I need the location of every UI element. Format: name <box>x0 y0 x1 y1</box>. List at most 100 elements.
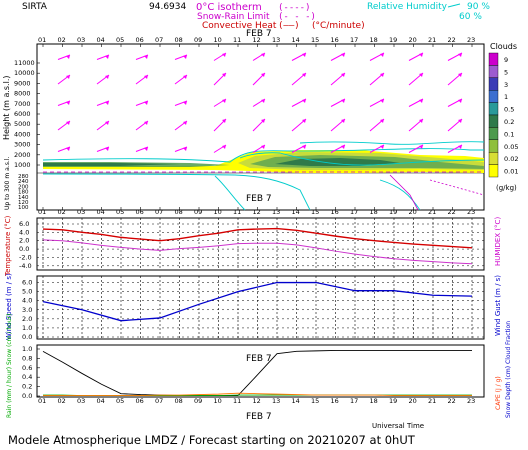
hour-label-top: 23 <box>467 36 475 44</box>
hour-label-mid: 10 <box>214 208 222 216</box>
hour-label-mid: 23 <box>467 208 475 216</box>
hour-label-top: 06 <box>136 36 144 44</box>
hour-label-mid: 05 <box>116 208 124 216</box>
hour-label-mid: 17 <box>350 208 358 216</box>
panel-height: 01 02 03 04 05 06 07 08 09 10 11 12 13 14 15 16 17 18 19 20… <box>2 36 518 216</box>
panel-wind: 6.05.04.03.02.01.00.0 Wind Speed (m / s)… <box>5 273 502 341</box>
cloud-band-darkgreen <box>275 158 400 166</box>
station-name: SIRTA <box>22 2 48 12</box>
wind-tick: 6.0 <box>22 279 32 287</box>
panel-temperature-ylabel: Temperature (°C) <box>4 215 12 277</box>
hour-label-bottom: 15 <box>311 397 319 405</box>
wind-arrowhead <box>380 145 384 149</box>
wind-arrowhead <box>144 55 148 59</box>
hour-label-mid: 01 <box>38 208 46 216</box>
rh-contour-2 <box>42 173 311 211</box>
colorbar-swatch <box>488 77 499 91</box>
wind-tick: 3.0 <box>22 306 32 314</box>
hour-label-bottom: 06 <box>136 397 144 405</box>
panel-wind-ylabel-right: Wind Gust (m / s) <box>494 275 502 336</box>
hour-label-mid: 03 <box>77 208 85 216</box>
date-label-bottom: FEB 7 <box>246 412 272 422</box>
rh-contour-3 <box>214 175 246 211</box>
legend-snowrain-sym: (- - -) <box>278 12 316 22</box>
wind-arrowhead <box>183 101 187 105</box>
wind-tick: 5.0 <box>22 288 32 296</box>
colorbar-swatch <box>488 114 499 128</box>
hour-label-bottom: 05 <box>116 397 124 405</box>
panel-rain-ylabel-right-2: Snow Depth (cm) Cloud Fraction <box>505 321 512 418</box>
hour-label-bottom: 18 <box>370 397 378 405</box>
rh-contour-1 <box>42 148 484 163</box>
hour-label-mid: 02 <box>58 208 66 216</box>
colorbar-level: 0.05 <box>504 143 518 151</box>
legend-convective-unit: (°C/minute) <box>312 21 365 31</box>
hour-label-mid: 12 <box>253 208 261 216</box>
wind-arrowhead <box>458 73 462 77</box>
hour-label-top: 15 <box>311 36 319 44</box>
rh-contour-4 <box>239 152 485 166</box>
wind-arrowhead <box>419 53 423 57</box>
hour-label-bottom: 21 <box>428 397 436 405</box>
date-label-2: FEB 7 <box>246 194 272 204</box>
wind-arrowhead <box>222 53 226 57</box>
height-tick: 6000 <box>14 110 31 118</box>
temperature-tick: -4.0 <box>19 262 32 270</box>
panel-temperature-frame <box>36 217 485 271</box>
hour-label-mid: 16 <box>331 208 339 216</box>
height-tick: 8000 <box>14 90 31 98</box>
hour-label-mid: 09 <box>194 208 202 216</box>
wind-arrows <box>57 52 463 153</box>
wind-arrowhead <box>144 121 148 125</box>
height-tick: 11000 <box>14 59 35 67</box>
hour-label-bottom: 09 <box>194 397 202 405</box>
wind-tick: 2.0 <box>22 315 32 323</box>
cloud-layer <box>43 150 484 173</box>
rh-contours <box>42 141 485 211</box>
rh-line-90 <box>447 3 461 8</box>
cape-line <box>43 392 472 396</box>
rh-60: 60 % <box>459 12 482 22</box>
wind-arrowhead <box>261 73 265 77</box>
height-tick: 10000 <box>14 69 35 77</box>
wind-arrowhead <box>302 99 306 103</box>
panel-height-ylabel-low: Up to 300 m a.s.l. <box>4 157 11 210</box>
hour-label-mid: 13 <box>272 208 280 216</box>
convective-line <box>389 174 419 211</box>
wind-arrowhead <box>183 75 187 79</box>
wind-arrowhead <box>302 73 306 77</box>
wind-arrowhead <box>261 119 265 123</box>
hour-label-top: 13 <box>272 36 280 44</box>
rain-tick: 0.0 <box>22 392 32 400</box>
wind-arrowhead <box>261 53 265 57</box>
hour-label-bottom: 23 <box>467 397 475 405</box>
height-tick: 7000 <box>14 100 31 108</box>
hour-label-mid: 20 <box>409 208 417 216</box>
height-tick: 1000 <box>14 161 31 169</box>
rain-tick: 0.6 <box>22 364 32 372</box>
wind-tick: 0.0 <box>22 333 32 341</box>
panel-height-frame <box>36 43 485 211</box>
clouds-colorbar: Clouds 9 5 3 1 0.5 0.2 0.1 0.05 0.02 0.01 (g/kg) <box>488 42 518 192</box>
hour-label-bottom: 19 <box>389 397 397 405</box>
wind-arrowhead <box>105 121 109 125</box>
wind-tick: 1.0 <box>22 324 32 332</box>
rain-tick: 1.0 <box>22 345 32 353</box>
wind-arrowhead <box>341 73 345 77</box>
wind-arrowhead <box>261 99 265 103</box>
panel-wind-frame <box>36 275 485 340</box>
height-tick: 4000 <box>14 130 31 138</box>
hour-label-top: 19 <box>389 36 397 44</box>
hour-label-bottom: 14 <box>292 397 300 405</box>
wind-arrowhead <box>105 147 109 151</box>
height-tick-low: 140 <box>18 195 29 201</box>
hour-label-bottom: 10 <box>214 397 222 405</box>
hour-label-bottom: 20 <box>409 397 417 405</box>
wind-arrowhead <box>66 147 70 151</box>
wind-arrowhead <box>105 55 109 59</box>
hour-label-top: 17 <box>350 36 358 44</box>
panel-temperature: 6.04.02.00.0-2.0-4.0 Temperature (°C) HU… <box>4 215 502 277</box>
rh-label: Relative Humidity <box>367 2 448 12</box>
colorbar-level: 5 <box>504 68 508 76</box>
